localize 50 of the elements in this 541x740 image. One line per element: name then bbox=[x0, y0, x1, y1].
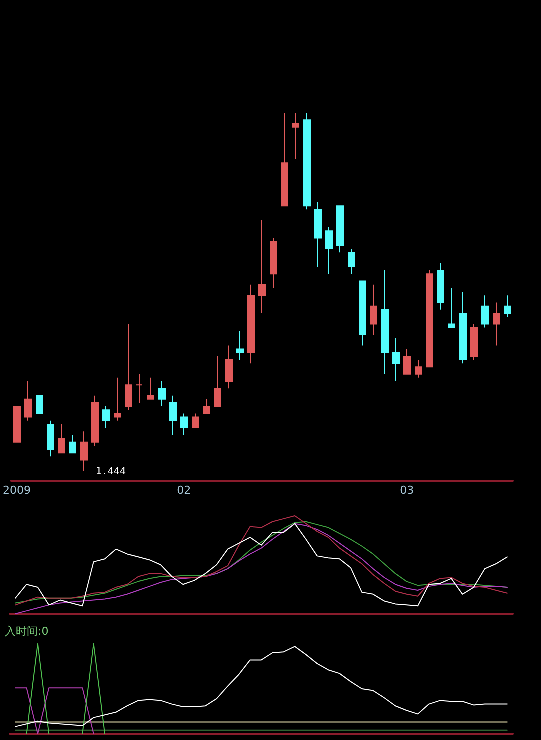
candlestick bbox=[125, 324, 132, 411]
candlestick bbox=[281, 112, 288, 207]
candlestick bbox=[58, 424, 65, 454]
candlestick bbox=[325, 227, 333, 275]
candlestick bbox=[36, 395, 43, 414]
candlestick bbox=[437, 262, 444, 310]
candlestick bbox=[136, 374, 143, 404]
candlestick bbox=[504, 295, 511, 318]
candlestick bbox=[426, 270, 433, 368]
candlestick bbox=[459, 292, 467, 364]
candlestick bbox=[214, 356, 221, 408]
candlestick bbox=[47, 420, 54, 458]
candlestick bbox=[292, 112, 299, 160]
candlestick bbox=[348, 248, 355, 275]
candlestick bbox=[169, 395, 177, 436]
candlestick bbox=[24, 381, 32, 422]
candlestick bbox=[381, 270, 389, 375]
candlestick bbox=[147, 377, 154, 400]
candlestick bbox=[91, 395, 99, 446]
candlestick bbox=[359, 280, 366, 346]
candlestick bbox=[415, 360, 422, 378]
candlestick bbox=[403, 348, 411, 375]
candlestick bbox=[470, 324, 478, 361]
candlestick bbox=[392, 338, 400, 382]
candlestick bbox=[192, 413, 199, 429]
chart-title: 入时间:0 bbox=[5, 625, 49, 638]
candlestick bbox=[258, 220, 266, 314]
candlestick bbox=[114, 377, 121, 422]
candlestick bbox=[270, 238, 277, 289]
candlestick bbox=[69, 434, 76, 454]
candlestick bbox=[203, 398, 210, 414]
candlestick bbox=[314, 202, 322, 268]
candlestick bbox=[102, 406, 110, 429]
candlestick bbox=[481, 295, 489, 328]
candlestick bbox=[493, 302, 500, 346]
candlestick bbox=[225, 345, 233, 390]
x-tick-label: 2009 bbox=[2, 484, 31, 497]
candlestick bbox=[80, 431, 88, 472]
candlestick bbox=[336, 206, 344, 254]
candlestick bbox=[158, 381, 166, 408]
candlestick bbox=[448, 288, 455, 328]
candlestick bbox=[13, 406, 21, 443]
candlestick bbox=[303, 112, 311, 210]
annotation: 1.444 bbox=[96, 466, 126, 478]
candlestick bbox=[236, 330, 244, 361]
candlestick bbox=[247, 284, 255, 364]
candlestick bbox=[370, 284, 377, 336]
x-tick-label: 03 bbox=[400, 484, 414, 497]
x-tick-label: 02 bbox=[177, 484, 192, 497]
candlestick bbox=[180, 413, 188, 436]
